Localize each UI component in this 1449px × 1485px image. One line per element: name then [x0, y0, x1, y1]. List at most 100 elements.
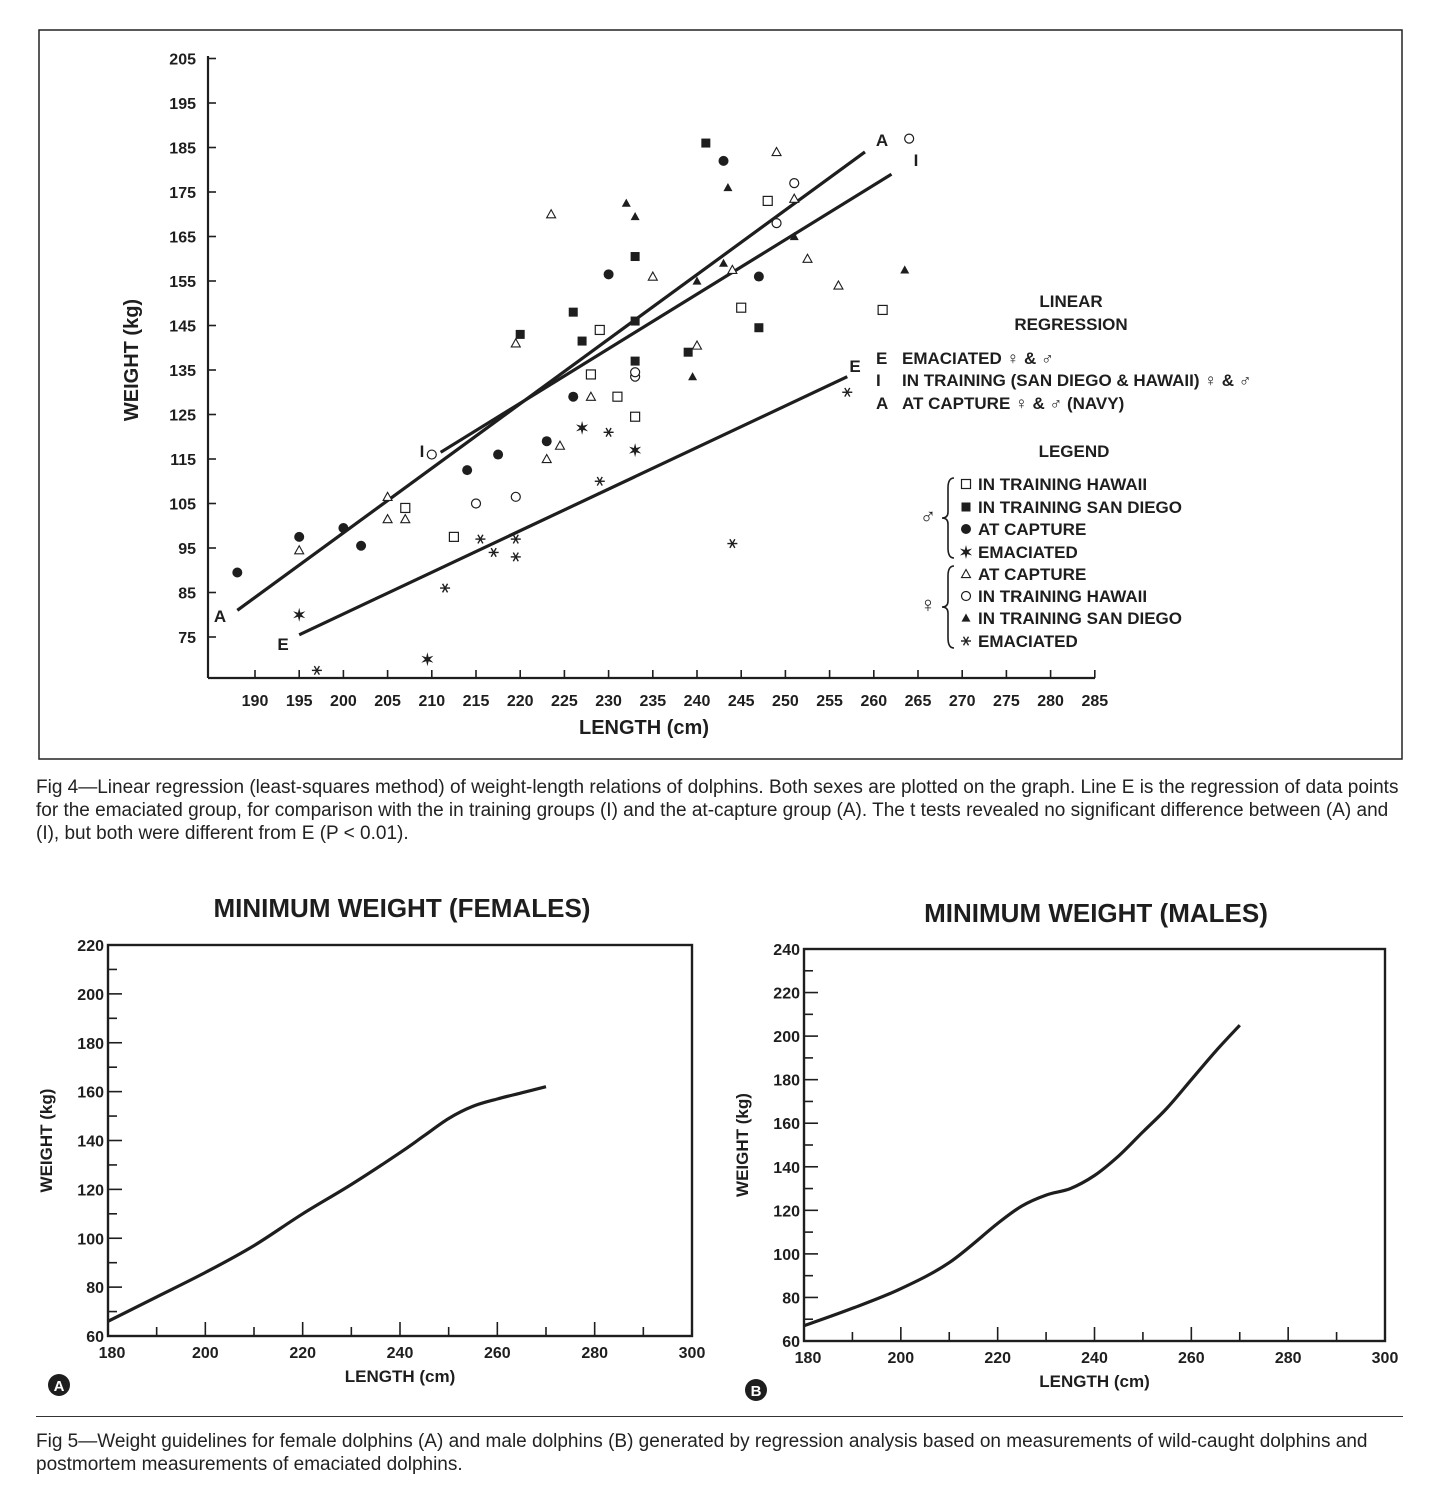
fig4-data-points [232, 133, 915, 676]
regression-legend-label: AT CAPTURE ♀ & ♂ (NAVY) [902, 394, 1124, 413]
y-tick-label: 100 [773, 1247, 800, 1264]
data-point [382, 491, 394, 501]
data-point [356, 540, 367, 551]
data-point [621, 198, 631, 207]
y-tick-label: 75 [178, 630, 196, 647]
data-point [630, 411, 641, 422]
data-point [568, 307, 578, 317]
legend-marker [961, 524, 971, 534]
legend-label: AT CAPTURE [978, 565, 1086, 584]
x-tick-label: 240 [387, 1345, 414, 1362]
y-tick-label: 160 [773, 1116, 800, 1133]
data-point [723, 183, 733, 192]
data-point [630, 367, 641, 378]
y-tick-label: 80 [782, 1290, 800, 1307]
data-point [448, 531, 459, 542]
data-point [440, 583, 451, 593]
y-tick-label: 240 [773, 942, 800, 959]
y-tick-label: 200 [773, 1029, 800, 1046]
panel-badge [745, 1379, 767, 1401]
regression-legend-key: I [876, 371, 881, 390]
y-tick-label: 115 [170, 452, 196, 469]
data-point [399, 513, 411, 524]
y-tick-label: 140 [77, 1134, 104, 1151]
legend-title: LEGEND [1039, 442, 1110, 461]
regression-line-A [236, 150, 866, 612]
data-point [719, 258, 729, 267]
y-tick-label: 120 [77, 1182, 104, 1199]
data-point [577, 336, 587, 346]
fig4-chart: 190 195 200 205 210 215 220 225 230 235 240 245 250 2… [38, 29, 1403, 760]
y-tick-label: 95 [178, 541, 196, 558]
data-point [515, 329, 525, 339]
x-tick-label: 285 [1081, 693, 1108, 710]
data-point [904, 133, 915, 144]
x-tick-label: 210 [418, 693, 445, 710]
regression-title-line2: REGRESSION [1014, 315, 1127, 334]
y-tick-label: 100 [77, 1231, 104, 1248]
regression-legend-label: IN TRAINING (SAN DIEGO & HAWAII) ♀ & ♂ [902, 371, 1251, 390]
x-tick-label: 225 [551, 693, 578, 710]
y-tick-label: 60 [86, 1329, 104, 1346]
x-tick-label: 245 [728, 693, 755, 710]
regression-line-label: A [214, 607, 226, 626]
y-tick-label: 180 [773, 1073, 800, 1090]
x-tick-label: 260 [1178, 1350, 1205, 1367]
data-point [568, 391, 579, 402]
y-axis-label: WEIGHT (kg) [121, 299, 143, 421]
data-point [842, 387, 853, 397]
y-tick-label: 200 [77, 987, 104, 1004]
y-tick-label: 120 [773, 1203, 800, 1220]
x-tick-label: 180 [795, 1350, 822, 1367]
data-point [630, 252, 640, 262]
x-axis-label: LENGTH (cm) [345, 1367, 456, 1386]
y-tick-label: 175 [169, 185, 196, 202]
x-tick-label: 215 [463, 693, 490, 710]
plot-frame [802, 947, 1387, 1343]
x-tick-label: 240 [684, 693, 711, 710]
data-point [541, 436, 552, 447]
fig4-caption: Fig 4—Linear regression (least-squares m… [36, 777, 1399, 844]
data-point [736, 302, 747, 313]
data-point [701, 138, 711, 148]
data-point [493, 449, 504, 460]
data-point [630, 316, 640, 326]
data-point [753, 271, 764, 282]
data-point [771, 218, 782, 229]
data-point [594, 324, 605, 336]
data-point [692, 276, 702, 285]
x-tick-label: 300 [1372, 1350, 1399, 1367]
x-tick-label: 280 [581, 1345, 608, 1362]
regression-line-label: E [277, 635, 288, 654]
legend-marker [960, 590, 972, 602]
weight-curve [803, 1024, 1241, 1328]
y-tick-label: 140 [773, 1160, 800, 1177]
panel-letter: B [751, 1383, 762, 1400]
legend-label: IN TRAINING SAN DIEGO [978, 609, 1182, 628]
fig5-male-chart: MINIMUM WEIGHT (MALES) 180 200 220 240 260 280… [733, 898, 1398, 1401]
fig5-female-chart: MINIMUM WEIGHT (FEMALES) 180 200 220 240 260 2… [37, 893, 705, 1396]
x-tick-label: 190 [242, 693, 269, 710]
x-tick-label: 235 [639, 693, 666, 710]
fig5-caption: Fig 5—Weight guidelines for female dolph… [36, 1431, 1368, 1475]
y-tick-label: 180 [77, 1036, 104, 1053]
y-tick-label: 195 [169, 96, 196, 113]
x-tick-label: 220 [507, 693, 534, 710]
data-point [789, 232, 799, 241]
y-tick-label: 60 [782, 1334, 800, 1351]
data-point [726, 264, 738, 275]
data-point [771, 146, 782, 157]
x-tick-label: 195 [286, 693, 313, 710]
data-point [470, 498, 482, 509]
data-point [900, 265, 910, 274]
data-point [789, 178, 800, 189]
data-point [585, 391, 597, 401]
regression-legend-label: EMACIATED ♀ & ♂ [902, 349, 1054, 368]
data-point [400, 502, 411, 514]
data-point [629, 443, 642, 458]
x-tick-label: 200 [192, 1345, 219, 1362]
legend-marker [960, 478, 972, 490]
x-tick-label: 260 [860, 693, 887, 710]
data-point [510, 552, 521, 562]
x-tick-label: 205 [374, 693, 401, 710]
